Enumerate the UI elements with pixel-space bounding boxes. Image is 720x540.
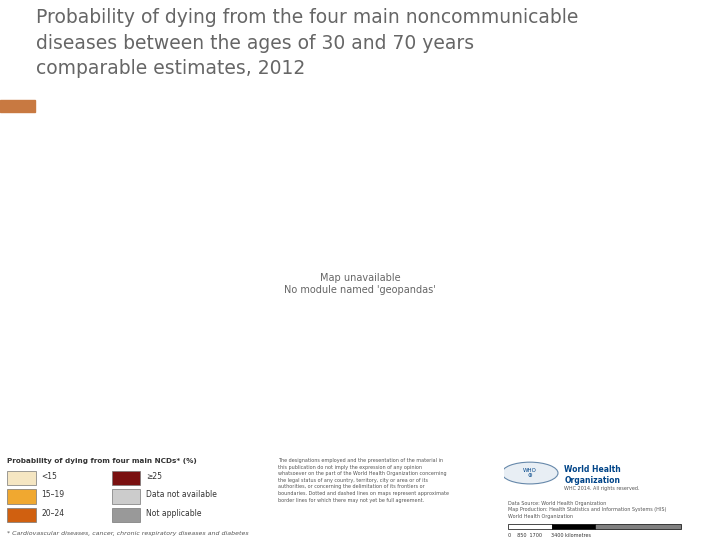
Bar bbox=[595, 524, 681, 529]
Text: Data Source: World Health Organization
Map Production: Health Statistics and Inf: Data Source: World Health Organization M… bbox=[508, 501, 667, 519]
Text: Probability of dying from four main NCDs* (%): Probability of dying from four main NCDs… bbox=[7, 458, 197, 464]
Text: Probability of dying from the four main noncommunicable
diseases between the age: Probability of dying from the four main … bbox=[36, 8, 578, 78]
Text: WHO
⊕: WHO ⊕ bbox=[523, 468, 537, 478]
Bar bbox=[508, 524, 552, 529]
Text: * Cardiovascular diseases, cancer, chronic respiratory diseases and diabetes: * Cardiovascular diseases, cancer, chron… bbox=[7, 531, 249, 536]
Text: <15: <15 bbox=[41, 472, 57, 481]
Text: 20–24: 20–24 bbox=[41, 509, 64, 518]
Bar bbox=[112, 471, 140, 485]
Bar bbox=[112, 508, 140, 522]
Bar bbox=[7, 471, 35, 485]
Bar bbox=[7, 489, 35, 504]
Bar bbox=[7, 508, 35, 522]
Text: Data not available: Data not available bbox=[146, 490, 217, 500]
Bar bbox=[0, 100, 35, 112]
Text: ≥25: ≥25 bbox=[146, 472, 162, 481]
Bar bbox=[552, 524, 595, 529]
Text: The designations employed and the presentation of the material in
this publicati: The designations employed and the presen… bbox=[278, 458, 449, 503]
Text: Map unavailable
No module named 'geopandas': Map unavailable No module named 'geopand… bbox=[284, 273, 436, 295]
Circle shape bbox=[502, 462, 558, 484]
Text: 0    850  1700      3400 kilometres: 0 850 1700 3400 kilometres bbox=[508, 534, 591, 538]
Text: Not applicable: Not applicable bbox=[146, 509, 202, 518]
Text: World Health
Organization: World Health Organization bbox=[564, 464, 621, 485]
Text: 15–19: 15–19 bbox=[41, 490, 64, 500]
Text: WHC 2014. All rights reserved.: WHC 2014. All rights reserved. bbox=[564, 485, 640, 491]
Bar bbox=[112, 489, 140, 504]
